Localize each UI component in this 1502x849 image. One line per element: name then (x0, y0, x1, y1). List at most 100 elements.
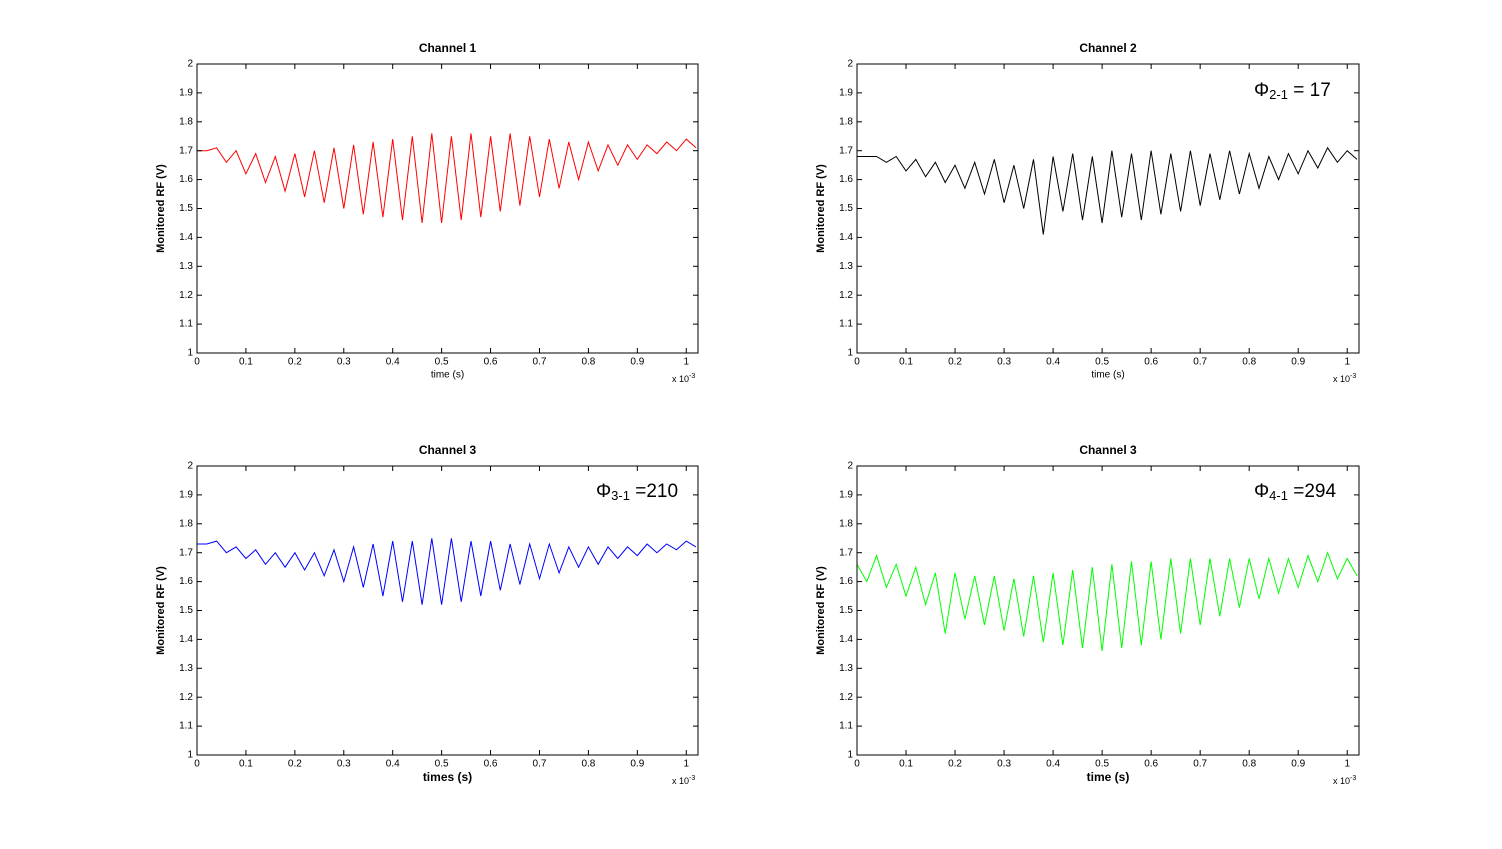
y-tick-label: 1.6 (179, 174, 193, 185)
y-tick-label: 1.3 (839, 663, 853, 674)
y-tick-label: 1.9 (839, 88, 853, 99)
x-tick-label: 0.8 (1242, 759, 1256, 770)
phase-symbol: Φ (1254, 80, 1269, 101)
y-axis-label: Monitored RF (V) (815, 566, 827, 655)
x-tick-label: 0.8 (581, 759, 595, 770)
y-tick-label: 1.8 (839, 518, 853, 529)
x-tick-label: 0.6 (484, 759, 498, 770)
y-tick-label: 1 (847, 348, 853, 359)
y-tick-label: 1.2 (839, 290, 853, 301)
y-tick-label: 1.1 (839, 721, 853, 732)
multiplier-base: x 10 (672, 776, 689, 786)
x-tick-label: 0.1 (239, 759, 253, 770)
y-tick-label: 1.5 (179, 203, 193, 214)
y-tick-label: 2 (847, 59, 853, 70)
multiplier-base: x 10 (672, 374, 689, 384)
y-tick-label: 2 (187, 461, 193, 472)
x-axis-label: time (s) (1091, 370, 1124, 381)
x-tick-label: 0.1 (239, 357, 253, 368)
x-tick-label: 0 (194, 759, 200, 770)
x-tick-label: 0.7 (1193, 357, 1207, 368)
x-tick-label: 0.5 (435, 759, 449, 770)
x-tick-label: 1 (683, 357, 689, 368)
x-tick-label: 0.9 (630, 357, 644, 368)
x-tick-label: 0.2 (288, 357, 302, 368)
chart-title: Channel 1 (419, 41, 477, 55)
plot-area (857, 64, 1359, 353)
x-tick-label: 0.9 (630, 759, 644, 770)
multiplier-exponent: -3 (689, 775, 695, 782)
y-tick-label: 1.7 (839, 547, 853, 558)
y-tick-label: 1 (187, 750, 193, 761)
multiplier-exponent: -3 (689, 373, 695, 380)
x-tick-label: 0.6 (1144, 357, 1158, 368)
signal-line (197, 133, 697, 224)
signal-line (857, 146, 1358, 235)
subplot: 1 1.1 1.2 1.3 1.4 1.5 1.6 1.7 1.8 1.9 2 0 0.1 0.2 0.3 0… (155, 443, 699, 786)
x-tick-label: 0 (854, 759, 860, 770)
x-tick-label: 1 (1344, 759, 1350, 770)
y-tick-label: 1.7 (839, 145, 853, 156)
x-tick-label: 0.8 (1242, 357, 1256, 368)
y-tick-label: 1.6 (839, 174, 853, 185)
x-tick-label: 0.7 (533, 759, 547, 770)
multiplier-exponent: -3 (1350, 775, 1356, 782)
y-tick-label: 1.8 (179, 518, 193, 529)
plot-area (197, 64, 698, 353)
x-tick-label: 0.6 (1144, 759, 1158, 770)
y-tick-label: 1.2 (179, 692, 193, 703)
y-tick-label: 1.6 (839, 576, 853, 587)
x-tick-label: 0.3 (337, 357, 351, 368)
x-tick-label: 0.4 (1046, 759, 1060, 770)
y-tick-label: 1.4 (179, 634, 193, 645)
y-axis-label: Monitored RF (V) (155, 566, 167, 655)
x-tick-label: 0.3 (997, 357, 1011, 368)
x-tick-label: 0.5 (435, 357, 449, 368)
x-axis-label: time (s) (1087, 770, 1130, 784)
phase-value: =210 (630, 481, 678, 502)
chart-title: Channel 2 (1079, 41, 1137, 55)
phase-subscript: 3-1 (611, 488, 630, 503)
x-multiplier: x 10-3 (1333, 373, 1356, 385)
chart-title: Channel 3 (1079, 443, 1137, 457)
y-tick-label: 1.9 (179, 490, 193, 501)
y-tick-label: 1.1 (839, 319, 853, 330)
y-tick-label: 1.3 (179, 663, 193, 674)
y-tick-label: 1.4 (839, 232, 853, 243)
x-tick-label: 0.8 (581, 357, 595, 368)
y-tick-label: 1.9 (839, 490, 853, 501)
x-tick-label: 0.5 (1095, 759, 1109, 770)
plot-area (197, 466, 698, 755)
y-tick-label: 1 (187, 348, 193, 359)
phase-symbol: Φ (1254, 481, 1269, 502)
y-tick-label: 1.5 (839, 605, 853, 616)
x-tick-label: 0.4 (386, 759, 400, 770)
multiplier-base: x 10 (1333, 776, 1350, 786)
phase-value: =294 (1288, 481, 1337, 502)
plot-area (857, 466, 1359, 755)
y-tick-label: 1.9 (179, 88, 193, 99)
signal-line (856, 551, 1358, 652)
y-tick-label: 1.7 (179, 547, 193, 558)
y-tick-label: 1.5 (839, 203, 853, 214)
phase-annotation: Φ4-1 =294 (1254, 481, 1336, 503)
y-tick-label: 1.7 (179, 145, 193, 156)
x-tick-label: 1 (1344, 357, 1350, 368)
signal-line (197, 538, 697, 605)
y-tick-label: 1.2 (839, 692, 853, 703)
y-tick-label: 1.8 (179, 116, 193, 127)
y-tick-label: 1.3 (179, 261, 193, 272)
subplot: 1 1.1 1.2 1.3 1.4 1.5 1.6 1.7 1.8 1.9 2 0 0.1 0.2 0.3 0… (815, 443, 1360, 786)
y-tick-label: 2 (187, 59, 193, 70)
phase-subscript: 2-1 (1269, 87, 1288, 102)
x-tick-label: 0.7 (1193, 759, 1207, 770)
x-tick-label: 0.7 (533, 357, 547, 368)
y-tick-label: 1.6 (179, 576, 193, 587)
x-tick-label: 0.4 (1046, 357, 1060, 368)
x-axis-label: times (s) (423, 770, 472, 784)
x-axis-label: time (s) (431, 370, 464, 381)
x-tick-label: 0.3 (997, 759, 1011, 770)
x-tick-label: 0.2 (288, 759, 302, 770)
y-tick-label: 1.4 (179, 232, 193, 243)
